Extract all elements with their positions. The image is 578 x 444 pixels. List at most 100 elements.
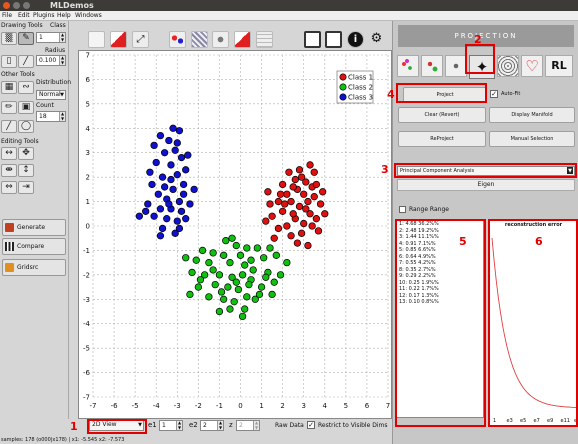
spin-arrows-icon[interactable]: ▲ ▼ (59, 111, 65, 121)
zoom-fit-icon[interactable] (88, 31, 105, 48)
data-point (285, 168, 293, 176)
data-point (135, 212, 144, 220)
brush-tool-icon[interactable]: ✏ (1, 101, 17, 114)
erase-tool-icon[interactable]: ▯ (1, 55, 17, 68)
annotation-number-2: 2 (474, 33, 482, 46)
move-all-icon[interactable]: ✥ (18, 147, 34, 160)
show-density-icon[interactable] (191, 31, 208, 48)
manual-selection-button[interactable]: Manual Selection (489, 131, 575, 147)
spin-arrows-icon[interactable]: ▲ ▼ (217, 420, 223, 430)
eigenvalue-list[interactable]: 1: 4.68 36.2%% 2: 2.48 19.2%% 3: 1.44 11.1… (396, 220, 484, 418)
annotation-number-5: 5 (459, 235, 467, 248)
ellipse-tool-icon[interactable]: ◯ (18, 120, 34, 133)
shrink-icon[interactable]: ⇥ (18, 181, 34, 194)
display-manifold-button[interactable]: Display Manifold (489, 107, 575, 123)
e2-spinbox[interactable]: 2 ▲ ▼ (200, 420, 224, 431)
plot-canvas[interactable]: -7 -6 -5 -4 -3 -2 -1 0 1 2 3 4 5 6 7 7 6 5 4 3 2 1 0 -1 -2 -3 -4 -5… (78, 50, 392, 419)
restrict-label: Restrict to Visible Dims (318, 422, 388, 429)
info-icon[interactable]: i (347, 31, 364, 48)
data-point (306, 161, 314, 169)
class-spinbox[interactable]: 1 ▲ ▼ (36, 32, 66, 43)
save-data-icon[interactable] (325, 31, 342, 48)
projection-method-select[interactable]: Principal Component Analysis ▼ (397, 166, 575, 176)
move-horizontal-icon[interactable]: ↔ (1, 147, 17, 160)
heart-algo-icon[interactable]: ♡ (521, 55, 543, 77)
menu-file[interactable]: File (2, 12, 13, 19)
menu-plugins[interactable]: Plugins (33, 12, 55, 19)
data-point (238, 312, 247, 321)
e1-spinbox[interactable]: 1 ▲ ▼ (159, 420, 183, 431)
radius-spinbox[interactable]: 0.100 ▲ ▼ (36, 55, 66, 66)
menu-help[interactable]: Help (57, 12, 71, 19)
count-spinbox[interactable]: 18 ▲ ▼ (36, 111, 66, 122)
show-model-icon[interactable] (110, 31, 127, 48)
slash-tool-icon[interactable]: ╱ (1, 120, 17, 133)
scatter-algo-icon[interactable] (397, 55, 419, 77)
count-value: 18 (39, 113, 47, 120)
legend-marker (339, 73, 347, 81)
reproject-button[interactable]: ReProject (398, 131, 486, 147)
auto-fit-checkbox[interactable]: ✓ (490, 90, 498, 98)
compare-button[interactable]: Compare (2, 238, 66, 255)
generate-button[interactable]: Generate (2, 219, 66, 236)
x-tick-label: 7 (386, 402, 390, 410)
data-point (182, 166, 190, 174)
close-window-icon[interactable] (3, 2, 10, 9)
data-point (297, 229, 306, 237)
pca-algo-icon[interactable]: ✦ (469, 55, 495, 79)
data-point (276, 271, 285, 279)
data-point (321, 210, 329, 218)
show-samples-icon[interactable] (169, 31, 186, 48)
data-point (222, 237, 230, 245)
rl-algo-icon[interactable]: RL (545, 55, 573, 77)
window-titlebar: MLDemos (0, 0, 578, 11)
auto-fit-label: Auto-Fit (501, 91, 521, 97)
line-tool-icon[interactable]: ╱ (18, 55, 34, 68)
swirl-algo-icon[interactable] (497, 55, 519, 77)
eigen-tab[interactable]: Eigen (397, 179, 575, 191)
menu-windows[interactable]: Windows (75, 12, 102, 19)
pen-tool-icon[interactable]: ✎ (18, 32, 34, 45)
z-label: z (229, 421, 233, 429)
view-select[interactable]: 2D View ▼ (89, 420, 144, 431)
save-image-icon[interactable] (304, 31, 321, 48)
distribution-select[interactable]: Normal ▼ (36, 90, 66, 100)
restrict-checkbox[interactable]: ✓ (307, 421, 315, 429)
zoom-icon[interactable]: ⤢ (132, 31, 149, 48)
data-point (230, 298, 238, 306)
minimize-window-icon[interactable] (13, 2, 20, 9)
data-point (247, 256, 255, 264)
x-tick-label: -6 (111, 402, 119, 410)
z-spinbox[interactable]: 2 ▲ ▼ (236, 420, 260, 431)
obstacle-tool-icon[interactable]: ∾ (18, 81, 34, 94)
menu-edit[interactable]: Edit (18, 12, 30, 19)
manifold-algo-icon[interactable] (445, 55, 467, 77)
y-tick-label: -3 (83, 296, 90, 304)
show-info-icon[interactable] (234, 31, 251, 48)
data-point (287, 197, 295, 206)
dataset-tool-icon[interactable]: ▦ (1, 81, 17, 94)
expand-horizontal-icon[interactable]: ⇔ (1, 181, 17, 194)
clear-revert-button[interactable]: Clear (Revert) (398, 107, 486, 123)
data-point (156, 232, 165, 240)
spin-arrows-icon[interactable]: ▲ ▼ (253, 420, 259, 430)
move-vertical-icon[interactable]: ↕ (18, 164, 34, 177)
data-point (251, 295, 259, 303)
spin-arrows-icon[interactable]: ▲ ▼ (176, 420, 182, 430)
gridsrc-button[interactable]: Gridsrc (2, 259, 66, 276)
spray-tool-icon[interactable]: ▒ (1, 32, 17, 45)
cluster-algo-icon[interactable] (421, 55, 443, 77)
settings-gear-icon[interactable]: ⚙ (368, 31, 385, 48)
project-button[interactable]: Project (403, 87, 487, 103)
chevron-down-icon: ▼ (138, 422, 142, 428)
move-left-icon[interactable]: ⇼ (1, 164, 17, 177)
spin-arrows-icon[interactable]: ▲ ▼ (59, 32, 65, 42)
grid-tool-icon[interactable]: ▣ (18, 101, 34, 114)
range-checkbox[interactable] (399, 206, 406, 213)
show-grid-icon[interactable] (256, 31, 273, 48)
show-output-icon[interactable] (212, 31, 229, 48)
e2-label: e2 (189, 421, 198, 429)
data-point (156, 131, 165, 140)
spin-arrows-icon[interactable]: ▲ ▼ (59, 55, 65, 65)
maximize-window-icon[interactable] (23, 2, 30, 9)
